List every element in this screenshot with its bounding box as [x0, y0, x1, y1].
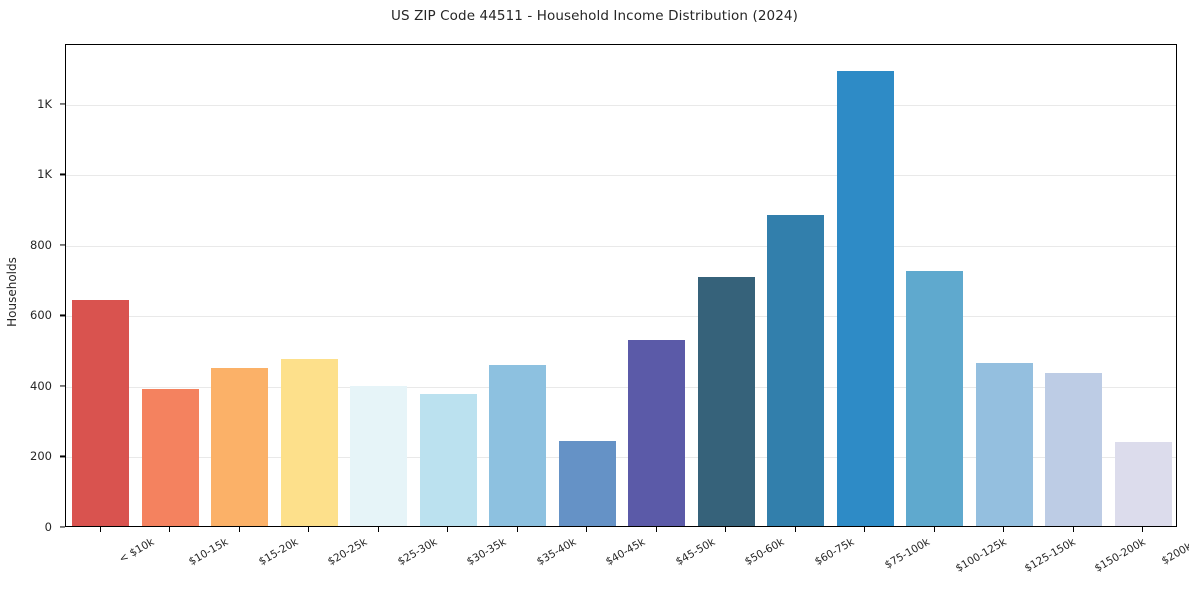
x-tick-label: $75-100k: [882, 536, 933, 572]
x-tick-label: < $10k: [116, 536, 157, 566]
x-tick-mark: [377, 527, 379, 532]
bar[interactable]: [141, 388, 199, 526]
y-tick-mark: [60, 385, 65, 387]
y-tick-mark: [60, 314, 65, 316]
x-tick-mark: [586, 527, 588, 532]
x-tick-label: $125-150k: [1022, 536, 1078, 575]
y-tick-label: 800: [30, 237, 52, 252]
y-tick-mark: [60, 526, 65, 528]
x-tick-mark: [655, 527, 657, 532]
bar[interactable]: [767, 215, 825, 526]
bar[interactable]: [906, 270, 964, 526]
x-tick-label: $30-35k: [465, 536, 509, 569]
x-tick-label: $40-45k: [604, 536, 648, 569]
x-tick-label: $25-30k: [395, 536, 440, 569]
x-tick-mark: [1003, 527, 1005, 532]
bar[interactable]: [1045, 372, 1103, 526]
x-tick-mark: [794, 527, 796, 532]
y-tick-label: 0: [44, 520, 52, 534]
y-tick-label: 1K: [37, 96, 52, 111]
plot-area: [65, 44, 1177, 527]
y-tick-label: 1K: [37, 167, 52, 182]
x-tick-mark: [864, 527, 866, 532]
x-tick-label: $35-40k: [534, 536, 579, 569]
y-tick-label: 200: [30, 449, 52, 464]
bar[interactable]: [836, 70, 894, 526]
x-tick-mark: [169, 527, 171, 532]
y-tick-mark: [60, 173, 65, 175]
bar[interactable]: [975, 362, 1033, 526]
x-tick-mark: [516, 527, 518, 532]
x-tick-mark: [99, 527, 101, 532]
bar[interactable]: [350, 385, 408, 526]
y-tick-mark: [60, 244, 65, 246]
x-tick-mark: [1142, 527, 1144, 532]
y-tick-label: 600: [30, 308, 52, 323]
x-tick-label: $15-20k: [256, 536, 301, 569]
y-axis: Households 0 200 400 600 800 1K 1K: [0, 44, 65, 534]
x-tick-label: $10-15k: [187, 536, 231, 569]
bar[interactable]: [280, 358, 338, 526]
x-tick-mark: [725, 527, 727, 532]
y-axis-label: Households: [5, 257, 19, 327]
x-tick-label: $150-200k: [1092, 536, 1148, 575]
x-tick-label: $20-25k: [326, 536, 370, 569]
bar[interactable]: [697, 276, 755, 526]
x-tick-label: $200k+: [1159, 536, 1189, 568]
x-tick-mark: [238, 527, 240, 532]
bar[interactable]: [628, 339, 686, 526]
bar[interactable]: [558, 440, 616, 526]
y-tick-mark: [60, 103, 65, 105]
y-tick-label: 400: [30, 378, 52, 393]
y-tick-mark: [60, 455, 65, 458]
x-tick-label: $60-75k: [812, 536, 857, 569]
bar[interactable]: [419, 394, 477, 526]
x-axis: < $10k $10-15k $15-20k $20-25k $25-30k $30-35…: [65, 527, 1189, 590]
chart-title: US ZIP Code 44511 - Household Income Dis…: [391, 8, 798, 24]
bar[interactable]: [1114, 441, 1172, 526]
x-tick-mark: [308, 527, 310, 532]
bar[interactable]: [72, 300, 130, 526]
bar[interactable]: [211, 367, 269, 526]
x-tick-label: $100-125k: [953, 536, 1009, 575]
x-tick-label: $50-60k: [743, 536, 787, 569]
x-tick-mark: [447, 527, 449, 532]
x-tick-label: $45-50k: [673, 536, 718, 569]
bars-layer: [66, 45, 1176, 526]
x-tick-mark: [933, 527, 935, 532]
bar[interactable]: [489, 364, 547, 526]
x-tick-mark: [1072, 527, 1074, 532]
